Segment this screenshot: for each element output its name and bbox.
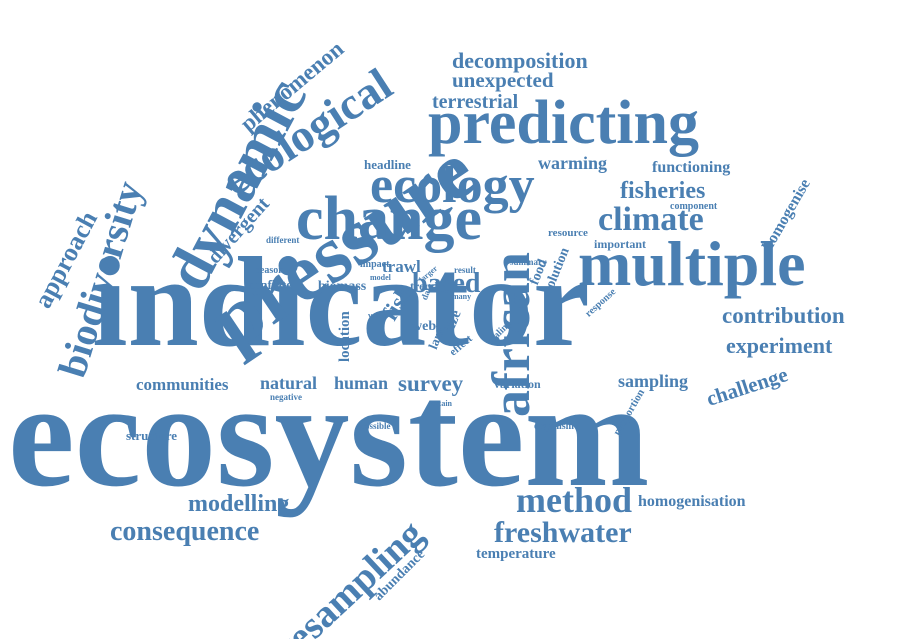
word-possible: possible [360, 421, 391, 431]
word-headline: headline [364, 157, 411, 172]
word-value: value [368, 311, 387, 320]
word-biomass: biomass [318, 279, 367, 294]
word-trend: trend [410, 279, 438, 293]
word-experiment: experiment [726, 333, 833, 358]
word-climate: climate [598, 201, 704, 238]
word-web: web [412, 319, 437, 334]
word-ecosystem: ecosystem [8, 352, 650, 518]
word-structure: structure [126, 428, 178, 443]
word-resource: resource [548, 227, 588, 239]
word-based: based [412, 268, 481, 299]
word-challenge: challenge [703, 362, 791, 411]
word-method: method [516, 480, 632, 520]
word-natural: natural [260, 373, 318, 393]
word-conflate: conflate [248, 277, 293, 292]
word-model: model [370, 273, 391, 282]
word-result: result [454, 265, 476, 275]
word-important: important [594, 237, 646, 251]
word-impact: impact [360, 259, 390, 270]
word-functioning: functioning [652, 159, 731, 176]
word-indicator: indicator [92, 231, 590, 373]
word-fisheries: fisheries [620, 178, 706, 204]
word-organism: organism [534, 421, 574, 432]
word-decomposition: decomposition [452, 48, 588, 73]
word-different: different [266, 235, 300, 245]
word-trawl: trawl [382, 257, 421, 276]
word-negative: negative [270, 392, 302, 402]
word-contribution: contribution [722, 303, 845, 328]
word-unexpected: unexpected [452, 68, 554, 92]
word-consequence: consequence [110, 516, 260, 547]
word-terrestrial: terrestrial [432, 91, 519, 113]
word-season: season [256, 265, 284, 276]
word-variation: variation [494, 377, 541, 391]
word-certain: certain [428, 399, 452, 408]
word-communities: communities [136, 375, 229, 394]
word-many: many [452, 292, 472, 301]
word-survey: survey [398, 371, 464, 396]
word-location: location [337, 311, 353, 362]
word-change: change [296, 185, 482, 253]
word-human: human [334, 373, 389, 393]
word-predicting: predicting [428, 89, 699, 157]
word-temperature: temperature [476, 546, 556, 562]
word-component: component [670, 201, 718, 212]
word-homogenisation: homogenisation [638, 493, 746, 510]
word-freshwater: freshwater [494, 516, 632, 549]
word-sampling: sampling [618, 371, 689, 391]
word-multiple: multiple [578, 228, 806, 299]
word-modelling: modelling [188, 491, 290, 517]
word-ecology: ecology [370, 157, 535, 214]
word-summary: summary [510, 257, 547, 267]
word-warming: warming [538, 153, 607, 173]
